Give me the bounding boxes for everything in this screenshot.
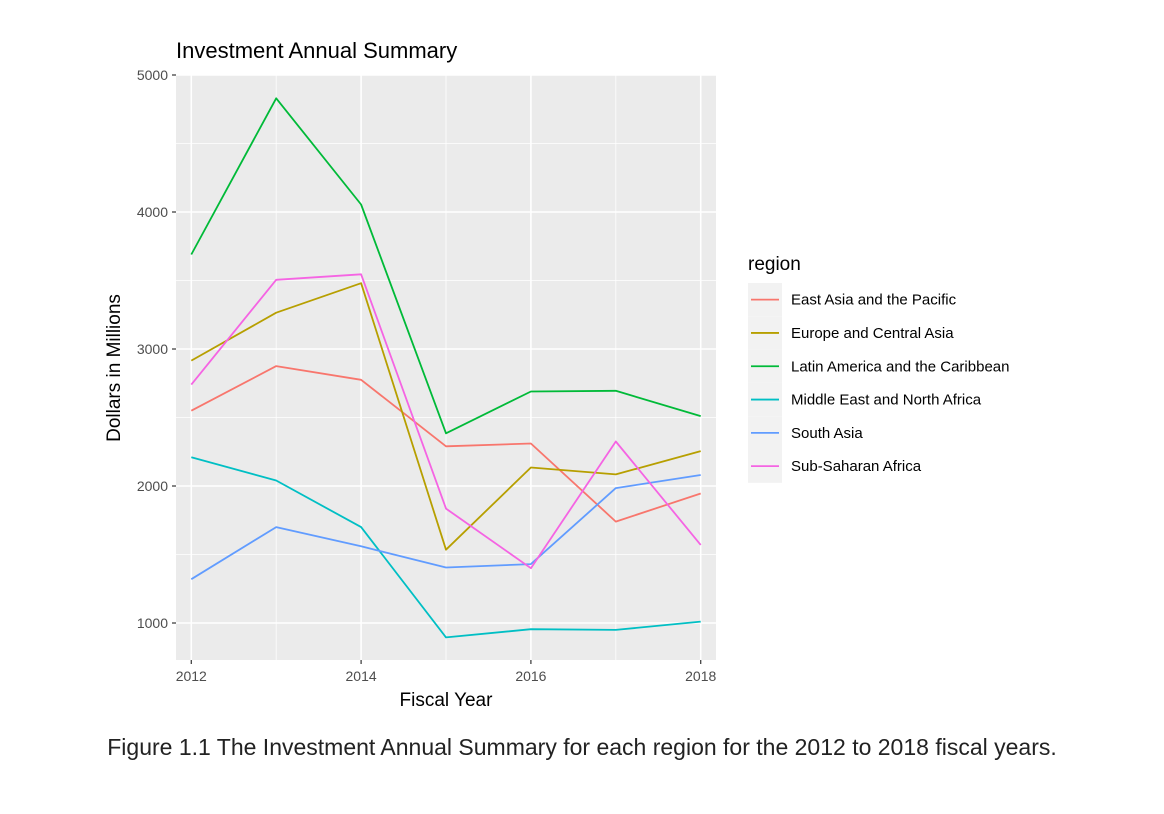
x-tick-label: 2016 — [515, 668, 546, 684]
grid-minor — [176, 75, 716, 660]
figure-caption: Figure 1.1 The Investment Annual Summary… — [107, 734, 1057, 760]
chart-title: Investment Annual Summary — [176, 38, 457, 63]
series-line-east-asia-and-the-pacific — [190, 365, 701, 523]
legend-label: East Asia and the Pacific — [791, 292, 957, 309]
legend-title: region — [748, 254, 801, 275]
legend: region East Asia and the Pacific Europe a… — [748, 254, 1009, 483]
x-tick-label: 2014 — [346, 668, 377, 684]
legend-label: Middle East and North Africa — [791, 392, 982, 409]
legend-label: Europe and Central Asia — [791, 325, 954, 342]
x-axis-title: Fiscal Year — [400, 690, 494, 711]
y-tick-label: 4000 — [137, 204, 168, 220]
legend-label: Latin America and the Caribbean — [791, 358, 1009, 375]
x-tick-label: 2012 — [176, 668, 207, 684]
series-line-europe-and-central-asia — [190, 282, 701, 551]
series-line-sub-saharan-africa — [190, 273, 702, 570]
legend-items: East Asia and the Pacific Europe and Cent… — [748, 283, 1009, 483]
series-line-south-asia — [190, 474, 701, 580]
series-lines — [190, 97, 702, 639]
series-line-middle-east-and-north-africa — [191, 456, 701, 639]
grid-major — [176, 74, 716, 660]
y-axis: 1000 2000 3000 4000 5000 — [137, 67, 176, 631]
y-tick-label: 2000 — [137, 478, 168, 494]
legend-label: South Asia — [791, 425, 863, 442]
y-tick-label: 1000 — [137, 615, 168, 631]
legend-label: Sub-Saharan Africa — [791, 458, 922, 475]
y-tick-label: 5000 — [137, 67, 168, 83]
series-line-latin-america-and-the-caribbean — [190, 97, 701, 435]
y-tick-label: 3000 — [137, 341, 168, 357]
y-axis-title: Dollars in Millions — [104, 294, 125, 442]
chart: Investment Annual Summary 1000 2000 3000 40… — [104, 38, 1009, 711]
x-axis: 2012 2014 2016 2018 — [176, 660, 716, 684]
x-tick-label: 2018 — [685, 668, 716, 684]
